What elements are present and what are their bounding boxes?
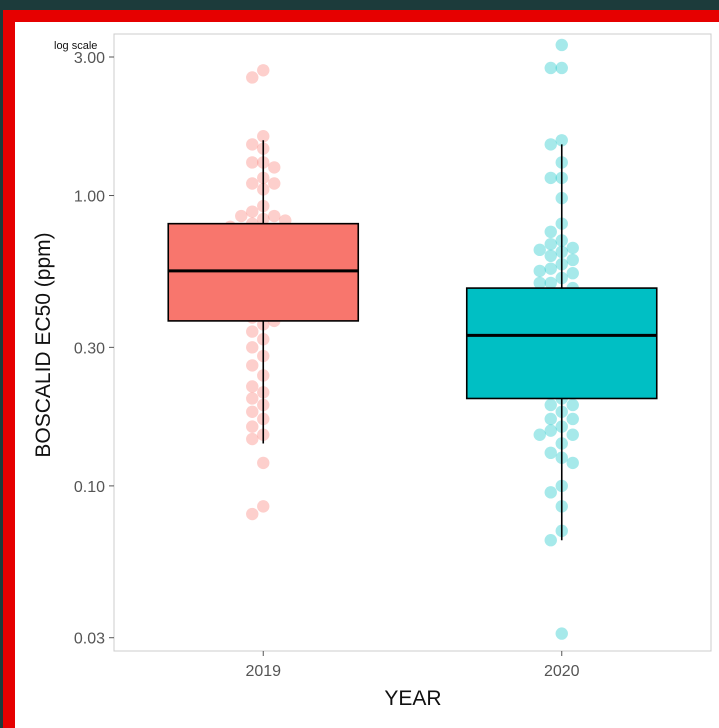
boxplot-chart: 0.03 0.10 0.30 1.00 3.00 2019 2020 log scale Y… xyxy=(32,33,712,710)
data-point xyxy=(257,456,270,470)
log-scale-note: log scale xyxy=(54,40,97,52)
data-point xyxy=(246,420,259,433)
data-point xyxy=(246,325,259,338)
data-point xyxy=(544,138,557,151)
data-point xyxy=(533,276,546,290)
y-tick-label: 3.00 xyxy=(74,50,105,67)
data-point xyxy=(566,428,579,441)
data-point xyxy=(544,398,557,412)
data-point xyxy=(566,267,579,280)
y-axis-title: BOSCALID EC50 (ppm) xyxy=(32,232,55,457)
data-point xyxy=(246,71,259,84)
data-point xyxy=(544,534,557,547)
y-tick-label: 0.10 xyxy=(74,479,105,496)
data-point xyxy=(555,627,568,640)
data-point xyxy=(246,341,259,354)
data-point xyxy=(246,177,259,190)
data-point xyxy=(566,412,579,426)
data-point xyxy=(544,61,557,75)
data-point xyxy=(268,177,281,190)
data-point xyxy=(246,380,259,393)
data-point xyxy=(533,428,546,441)
data-point xyxy=(555,134,568,147)
box-2020 xyxy=(465,287,658,400)
x-tick-label: 2019 xyxy=(245,663,281,680)
data-point xyxy=(257,500,270,513)
data-point xyxy=(566,241,579,255)
data-point xyxy=(544,446,557,460)
data-point xyxy=(544,171,557,185)
data-point xyxy=(268,209,281,223)
data-point xyxy=(257,130,270,143)
data-point xyxy=(246,205,259,218)
y-tick-label: 0.30 xyxy=(74,340,105,357)
data-point xyxy=(257,64,270,77)
data-point xyxy=(544,424,557,437)
data-point xyxy=(246,405,259,418)
data-point xyxy=(544,276,557,290)
data-point xyxy=(246,156,259,169)
data-point xyxy=(533,243,546,257)
data-point xyxy=(268,161,281,174)
data-point xyxy=(544,486,557,499)
data-point xyxy=(246,507,259,521)
data-point xyxy=(544,412,557,426)
data-point xyxy=(235,209,248,223)
data-point xyxy=(555,61,568,75)
data-point xyxy=(544,225,557,239)
data-point xyxy=(544,249,557,263)
data-point xyxy=(555,38,568,52)
y-tick-label: 0.03 xyxy=(74,631,105,648)
data-point xyxy=(544,262,557,275)
data-point xyxy=(533,264,546,278)
data-point xyxy=(566,253,579,267)
data-point xyxy=(246,432,259,446)
x-tick-label: 2020 xyxy=(544,663,580,680)
data-point xyxy=(246,138,259,151)
data-point xyxy=(544,237,557,251)
data-point xyxy=(566,398,579,412)
y-tick-label: 1.00 xyxy=(74,189,105,206)
data-point xyxy=(246,392,259,405)
x-axis-title: YEAR xyxy=(384,687,441,710)
data-point xyxy=(246,359,259,372)
data-point xyxy=(566,456,579,470)
